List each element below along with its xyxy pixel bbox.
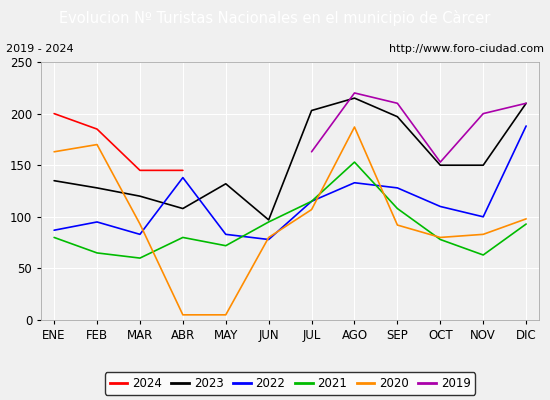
Text: http://www.foro-ciudad.com: http://www.foro-ciudad.com xyxy=(389,44,544,54)
Text: 2019 - 2024: 2019 - 2024 xyxy=(6,44,73,54)
Legend: 2024, 2023, 2022, 2021, 2020, 2019: 2024, 2023, 2022, 2021, 2020, 2019 xyxy=(105,372,475,395)
Text: Evolucion Nº Turistas Nacionales en el municipio de Càrcer: Evolucion Nº Turistas Nacionales en el m… xyxy=(59,10,491,26)
